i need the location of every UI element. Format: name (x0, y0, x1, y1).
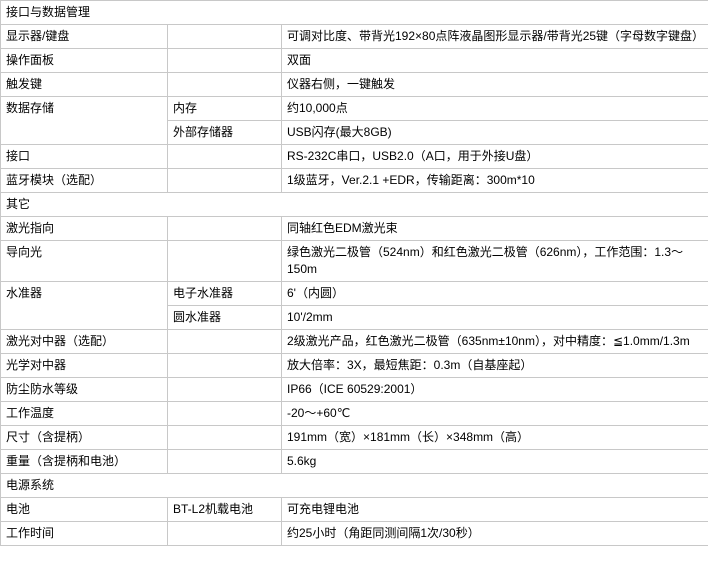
row-sub-empty (167, 401, 282, 426)
section-header-row: 接口与数据管理 (0, 0, 708, 25)
row-sub-empty (167, 377, 282, 402)
row-value-trigger-key: 仪器右侧，一键触发 (281, 72, 708, 97)
table-row: 接口 RS-232C串口，USB2.0（A口，用于外接U盘） (0, 144, 708, 169)
row-value-dimensions: 191mm（宽）×181mm（长）×348mm（高） (281, 425, 708, 450)
row-sub-external-storage: 外部存储器 (167, 120, 282, 145)
specification-table: 接口与数据管理 显示器/键盘 可调对比度、带背光192×80点阵液晶图形显示器/… (0, 0, 708, 546)
row-sub-empty (167, 24, 282, 49)
row-value-display-keyboard: 可调对比度、带背光192×80点阵液晶图形显示器/带背光25键（字母数字键盘） (281, 24, 708, 49)
table-row: 数据存储 内存 约10,000点 (0, 96, 708, 145)
table-row: 操作面板 双面 (0, 48, 708, 73)
table-row: 电池 BT-L2机载电池 可充电锂电池 (0, 497, 708, 522)
row-label-battery: 电池 (0, 497, 168, 522)
row-value-external-storage: USB闪存(最大8GB) (281, 120, 708, 145)
table-row: 圆水准器 10'/2mm (1, 305, 708, 330)
table-row: 导向光 绿色激光二极管（524nm）和红色激光二极管（626nm），工作范围：1… (0, 240, 708, 282)
row-label-weight: 重量（含提柄和电池） (0, 449, 168, 474)
row-sub-empty (167, 240, 282, 282)
row-sub-empty (167, 353, 282, 378)
table-row: 激光对中器（选配） 2级激光产品，红色激光二极管（635nm±10nm），对中精… (0, 329, 708, 354)
row-label-dimensions: 尺寸（含提柄） (0, 425, 168, 450)
table-row: 防尘防水等级 IP66（ICE 60529:2001） (0, 377, 708, 402)
row-sub-circular-level: 圆水准器 (167, 305, 282, 330)
row-label-level: 水准器 (0, 281, 168, 330)
row-sub-empty (167, 329, 282, 354)
table-row: 重量（含提柄和电池） 5.6kg (0, 449, 708, 474)
row-sub-electronic-level: 电子水准器 (167, 281, 282, 306)
row-sub-empty (167, 48, 282, 73)
table-row: 水准器 电子水准器 6'（内圆） (0, 281, 708, 330)
row-value-weight: 5.6kg (281, 449, 708, 474)
table-row: 触发键 仪器右侧，一键触发 (0, 72, 708, 97)
row-sub-internal-memory: 内存 (167, 96, 282, 121)
row-value-optical-plummet: 放大倍率：3X，最短焦距：0.3m（自基座起） (281, 353, 708, 378)
row-label-interface: 接口 (0, 144, 168, 169)
row-label-display-keyboard: 显示器/键盘 (0, 24, 168, 49)
row-value-electronic-level: 6'（内圆） (281, 281, 708, 306)
row-value-operating-time: 约25小时（角距同测间隔1次/30秒） (281, 521, 708, 546)
row-sub-empty (167, 144, 282, 169)
row-label-laser-pointer: 激光指向 (0, 216, 168, 241)
row-label-trigger-key: 触发键 (0, 72, 168, 97)
row-value-battery: 可充电锂电池 (281, 497, 708, 522)
row-label-operation-panel: 操作面板 (0, 48, 168, 73)
row-label-bluetooth-module: 蓝牙模块（选配） (0, 168, 168, 193)
table-row: 工作时间 约25小时（角距同测间隔1次/30秒） (0, 521, 708, 546)
row-label-laser-plummet: 激光对中器（选配） (0, 329, 168, 354)
row-label-data-storage: 数据存储 (0, 96, 168, 145)
row-sub-empty (167, 521, 282, 546)
row-label-guide-light: 导向光 (0, 240, 168, 282)
row-value-guide-light: 绿色激光二极管（524nm）和红色激光二极管（626nm），工作范围：1.3～1… (281, 240, 708, 282)
table-row: 显示器/键盘 可调对比度、带背光192×80点阵液晶图形显示器/带背光25键（字… (0, 24, 708, 49)
row-label-operating-time: 工作时间 (0, 521, 168, 546)
section-title-others: 其它 (0, 192, 708, 217)
table-row: 外部存储器 USB闪存(最大8GB) (1, 120, 708, 145)
row-value-bluetooth-module: 1级蓝牙，Ver.2.1 +EDR，传输距离：300m*10 (281, 168, 708, 193)
section-header-row: 电源系统 (0, 473, 708, 498)
table-row: 尺寸（含提柄） 191mm（宽）×181mm（长）×348mm（高） (0, 425, 708, 450)
row-sub-empty (167, 425, 282, 450)
table-row: 工作温度 -20～+60℃ (0, 401, 708, 426)
row-value-internal-memory: 约10,000点 (281, 96, 708, 121)
row-label-ingress-protection: 防尘防水等级 (0, 377, 168, 402)
row-label-operating-temperature: 工作温度 (0, 401, 168, 426)
row-value-laser-pointer: 同轴红色EDM激光束 (281, 216, 708, 241)
row-value-laser-plummet: 2级激光产品，红色激光二极管（635nm±10nm），对中精度：≦1.0mm/1… (281, 329, 708, 354)
row-sub-empty (167, 72, 282, 97)
section-title-interface-data-management: 接口与数据管理 (0, 0, 708, 25)
row-value-operation-panel: 双面 (281, 48, 708, 73)
table-row: 蓝牙模块（选配） 1级蓝牙，Ver.2.1 +EDR，传输距离：300m*10 (0, 168, 708, 193)
row-sub-empty (167, 168, 282, 193)
section-header-row: 其它 (0, 192, 708, 217)
table-row: 光学对中器 放大倍率：3X，最短焦距：0.3m（自基座起） (0, 353, 708, 378)
row-sub-onboard-battery: BT-L2机载电池 (167, 497, 282, 522)
row-value-interface: RS-232C串口，USB2.0（A口，用于外接U盘） (281, 144, 708, 169)
table-row: 激光指向 同轴红色EDM激光束 (0, 216, 708, 241)
row-sub-empty (167, 216, 282, 241)
row-label-optical-plummet: 光学对中器 (0, 353, 168, 378)
section-title-power-system: 电源系统 (0, 473, 708, 498)
specification-table-body: 接口与数据管理 显示器/键盘 可调对比度、带背光192×80点阵液晶图形显示器/… (0, 0, 708, 546)
row-value-circular-level: 10'/2mm (281, 305, 708, 330)
row-value-ingress-protection: IP66（ICE 60529:2001） (281, 377, 708, 402)
row-sub-empty (167, 449, 282, 474)
row-value-operating-temperature: -20～+60℃ (281, 401, 708, 426)
